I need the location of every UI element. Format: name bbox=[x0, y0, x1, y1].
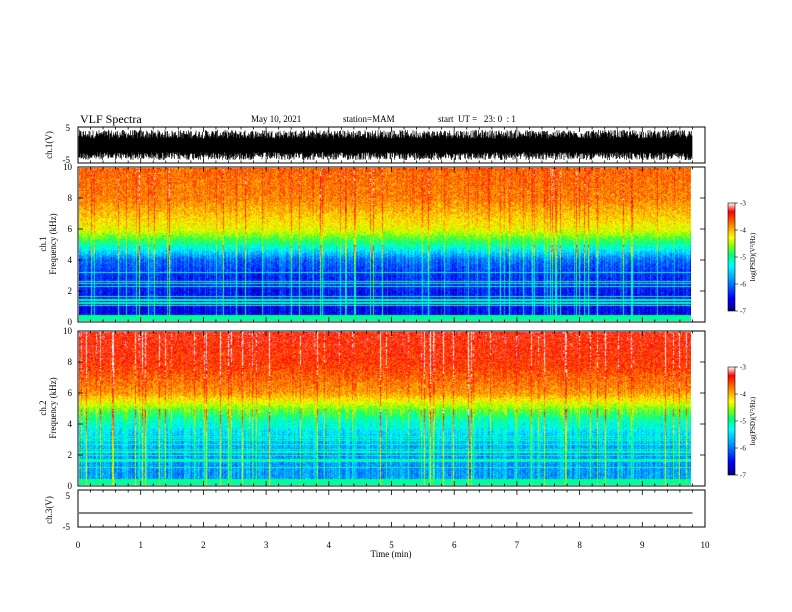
y-tick-label: 0 bbox=[68, 317, 73, 327]
x-tick-label: 5 bbox=[389, 540, 394, 550]
y-tick-label: 8 bbox=[68, 357, 73, 367]
ch3-waveform-frame bbox=[77, 489, 706, 528]
colorbar-tick-label: -6 bbox=[740, 445, 746, 453]
ch1-colorbar: -3 -4 -5 -6 -7 log(PSD)(V²/Hz) bbox=[727, 200, 757, 316]
colorbar-tick-label: -3 bbox=[740, 364, 746, 372]
y-tick-label: 2 bbox=[68, 286, 73, 296]
ch2-colorbar: -3 -4 -5 -6 -7 log(PSD)(V²/Hz) bbox=[727, 364, 757, 480]
ch2-spectrogram-panel: 0 2 4 6 8 10 ch.2 Frequency (kHz) bbox=[38, 326, 706, 491]
ch1-ytick-bottom: -5 bbox=[63, 155, 71, 165]
x-tick-label: 1 bbox=[138, 540, 143, 550]
ch1-ytick-top: 5 bbox=[66, 123, 71, 133]
ch1-spectrogram-ylabel-frequency: Frequency (kHz) bbox=[48, 213, 58, 274]
time-axis-tick-labels: 0 1 2 3 4 5 6 7 8 9 10 bbox=[76, 540, 710, 550]
y-tick-label: 2 bbox=[68, 450, 73, 460]
ch1-waveform-xticks bbox=[77, 127, 706, 163]
ch2-colorbar-label: log(PSD)(V²/Hz) bbox=[749, 396, 757, 445]
x-tick-label: 2 bbox=[201, 540, 206, 550]
ch3-waveform-xticks bbox=[77, 490, 706, 527]
ch2-spectrogram-yticks: 0 2 4 6 8 10 bbox=[63, 326, 705, 491]
ch1-waveform-ylabel: ch.1(V) bbox=[44, 131, 54, 159]
ch1-spectrogram-xticks bbox=[77, 167, 706, 322]
ch1-colorbar-ticks: -3 -4 -5 -6 -7 bbox=[735, 200, 746, 316]
header-date: May 10, 2021 bbox=[251, 114, 301, 124]
ch1-colorbar-label: log(PSD)(V²/Hz) bbox=[749, 232, 757, 281]
ch2-colorbar-ticks: -3 -4 -5 -6 -7 bbox=[735, 364, 746, 480]
ch1-waveform-line bbox=[78, 129, 693, 161]
ch2-spectrogram-image bbox=[79, 332, 691, 485]
ch3-waveform-ylabel: ch.3(V) bbox=[44, 496, 54, 524]
colorbar-tick-label: -7 bbox=[740, 308, 746, 316]
x-tick-label: 4 bbox=[327, 540, 332, 550]
ch1-spectrogram-yticks: 0 2 4 6 8 10 bbox=[63, 162, 705, 327]
colorbar-tick-label: -6 bbox=[740, 281, 746, 289]
y-tick-label: 10 bbox=[63, 326, 73, 336]
y-tick-label: 4 bbox=[68, 419, 73, 429]
colorbar-tick-label: -7 bbox=[740, 472, 746, 480]
header-start: start UT = 23: 0 : 1 bbox=[438, 114, 516, 124]
colorbar-tick-label: -5 bbox=[740, 254, 746, 262]
ch1-waveform-panel: 5 -5 ch.1(V) bbox=[44, 123, 706, 165]
y-tick-label: 10 bbox=[63, 162, 73, 172]
colorbar-tick-label: -4 bbox=[740, 227, 746, 235]
y-tick-label: 4 bbox=[68, 255, 73, 265]
colorbar-tick-label: -5 bbox=[740, 418, 746, 426]
x-tick-label: 8 bbox=[577, 540, 582, 550]
ch2-spectrogram-ylabel-channel: ch.2 bbox=[38, 400, 48, 415]
colorbar-tick-label: -4 bbox=[740, 391, 746, 399]
ch3-waveform-panel: 5 -5 ch.3(V) 0 1 2 3 4 5 6 7 8 9 10 Time (min) bbox=[44, 489, 710, 559]
ch2-spectrogram-xticks bbox=[77, 331, 706, 486]
y-tick-label: 8 bbox=[68, 193, 73, 203]
y-tick-label: 6 bbox=[68, 388, 73, 398]
x-tick-label: 9 bbox=[640, 540, 645, 550]
x-tick-label: 6 bbox=[452, 540, 457, 550]
ch1-spectrogram-ylabel-channel: ch.1 bbox=[38, 236, 48, 251]
ch3-ytick-bottom: -5 bbox=[63, 522, 71, 532]
ch1-waveform-trace bbox=[78, 129, 693, 161]
x-tick-label: 0 bbox=[76, 540, 81, 550]
ch2-spectrogram-ylabel-frequency: Frequency (kHz) bbox=[48, 377, 58, 438]
y-tick-label: 0 bbox=[68, 481, 73, 491]
ch3-ytick-top: 5 bbox=[66, 491, 71, 501]
colorbar-tick-label: -3 bbox=[740, 200, 746, 208]
ch1-spectrogram-panel: 0 2 4 6 8 10 ch.1 Frequency (kHz) bbox=[38, 162, 706, 327]
ch1-spectrogram-image bbox=[79, 168, 691, 321]
chart-title: VLF Spectra bbox=[80, 112, 142, 126]
y-tick-label: 6 bbox=[68, 224, 73, 234]
x-tick-label: 10 bbox=[701, 540, 711, 550]
header-station: station=MAM bbox=[343, 114, 395, 124]
time-axis-label: Time (min) bbox=[371, 549, 412, 559]
x-tick-label: 3 bbox=[264, 540, 269, 550]
x-tick-label: 7 bbox=[515, 540, 520, 550]
